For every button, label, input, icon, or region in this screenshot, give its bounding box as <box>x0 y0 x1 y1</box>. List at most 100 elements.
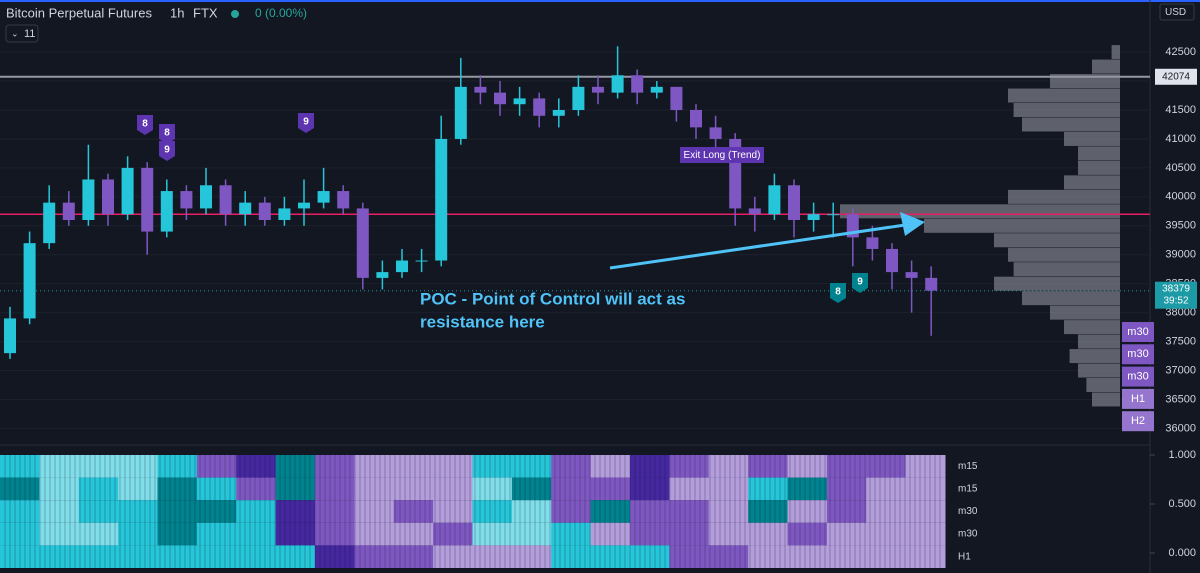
candle-body <box>807 214 820 220</box>
candle-body <box>337 191 350 209</box>
heat-cell <box>0 522 40 546</box>
heat-cell <box>354 545 395 568</box>
heat-cell <box>393 522 434 546</box>
overlay: POC - Point of Control will act as resis… <box>137 113 1154 432</box>
heat-cell <box>39 477 80 501</box>
heat-cell <box>196 477 237 501</box>
heat-cell <box>275 522 316 546</box>
heat-cell <box>590 477 631 501</box>
heat-cell <box>551 545 592 568</box>
profile-bar <box>1078 334 1120 349</box>
symbol-title: Bitcoin Perpetual Futures <box>6 5 152 20</box>
candle-body <box>356 208 369 278</box>
y-tick-label: 39500 <box>1165 220 1196 232</box>
candle-body <box>219 185 232 215</box>
heat-cell <box>551 500 592 523</box>
exit-label-box <box>680 147 764 163</box>
candle-body <box>454 86 467 139</box>
heat-cell <box>39 455 80 478</box>
badge <box>1122 388 1154 409</box>
heat-cell <box>787 455 828 478</box>
indicator-toggle[interactable] <box>5 24 39 43</box>
badge <box>1122 322 1154 342</box>
heat-cell <box>118 522 158 546</box>
profile-bar <box>1078 160 1120 175</box>
profile-bar <box>840 204 1120 219</box>
heat-cell <box>0 455 40 478</box>
signal-label: 8 <box>142 119 148 130</box>
heat-cell <box>236 477 277 501</box>
heat-cell <box>472 522 513 546</box>
heat-tick-label: 0.500 <box>1168 498 1196 510</box>
heat-cell <box>669 545 710 568</box>
signal-marker <box>852 273 868 293</box>
candle-body <box>631 75 644 93</box>
candle-body <box>23 243 36 319</box>
heat-cell <box>826 455 867 478</box>
candle-body <box>866 237 879 249</box>
profile-bar <box>1064 320 1120 335</box>
heat-cell <box>905 522 946 546</box>
y-tick-label: 42500 <box>1165 46 1196 58</box>
heat-cell <box>669 500 710 523</box>
profile-bar <box>1111 45 1120 60</box>
profile-bar <box>1078 146 1120 161</box>
heat-cell <box>236 545 277 568</box>
heat-cell <box>157 545 198 568</box>
candle-body <box>415 260 428 262</box>
heat-cell <box>118 455 158 478</box>
heat-cell <box>905 545 946 568</box>
heat-cell <box>354 522 395 546</box>
heat-cell <box>472 455 513 478</box>
profile-bar <box>1092 59 1120 74</box>
candle-body <box>788 185 800 220</box>
heat-cell <box>630 455 670 478</box>
candle-body <box>43 202 56 244</box>
profile-bar <box>1008 88 1120 103</box>
heat-cell <box>196 545 237 568</box>
heat-cell <box>433 545 473 568</box>
candle-body <box>494 92 506 105</box>
header: Bitcoin Perpetual Futures 1h FTX 0 (0.00… <box>5 3 1195 43</box>
currency: USD <box>1165 7 1186 18</box>
heat-cell <box>157 522 198 546</box>
heat-tick-label: 1.000 <box>1168 449 1196 461</box>
level-label: 42074 <box>1162 71 1190 82</box>
profile-bar <box>1050 305 1120 320</box>
heat-cell <box>236 522 277 546</box>
heat-cell <box>551 455 592 478</box>
last-price-label: 38379 <box>1162 283 1190 294</box>
heat-cell <box>157 477 198 501</box>
heat-cell <box>196 522 237 546</box>
heat-cell <box>393 545 434 568</box>
signal-label: 9 <box>164 145 170 156</box>
candle-body <box>121 167 134 215</box>
heat-cell <box>590 500 631 523</box>
candle-body <box>4 318 16 354</box>
heat-cell <box>354 455 395 478</box>
chevron: ⌄ <box>11 28 19 38</box>
heat-cell <box>590 455 631 478</box>
currency-box[interactable] <box>1159 3 1195 21</box>
heat-cell <box>472 477 513 501</box>
heat-cell <box>118 477 158 501</box>
heat-cell <box>433 477 473 501</box>
heat-cell <box>748 477 788 501</box>
badge-label: m30 <box>1127 326 1148 338</box>
badge-label: m30 <box>1127 371 1148 383</box>
heat-cell <box>787 477 828 501</box>
candle-body <box>200 185 212 209</box>
candle-body <box>376 272 389 278</box>
y-tick-label: 37000 <box>1165 364 1196 376</box>
heat-cell <box>866 500 907 523</box>
y-tick-label: 41000 <box>1165 133 1196 145</box>
candle-body <box>827 214 840 216</box>
candle-body <box>141 167 154 232</box>
profile-bar <box>1092 392 1120 407</box>
heat-cell <box>708 545 749 568</box>
profile-bar <box>924 218 1120 233</box>
heat-cell <box>472 500 513 523</box>
heat-cell <box>511 455 552 478</box>
profile-bar <box>1069 349 1120 364</box>
heat-cell <box>708 477 749 501</box>
